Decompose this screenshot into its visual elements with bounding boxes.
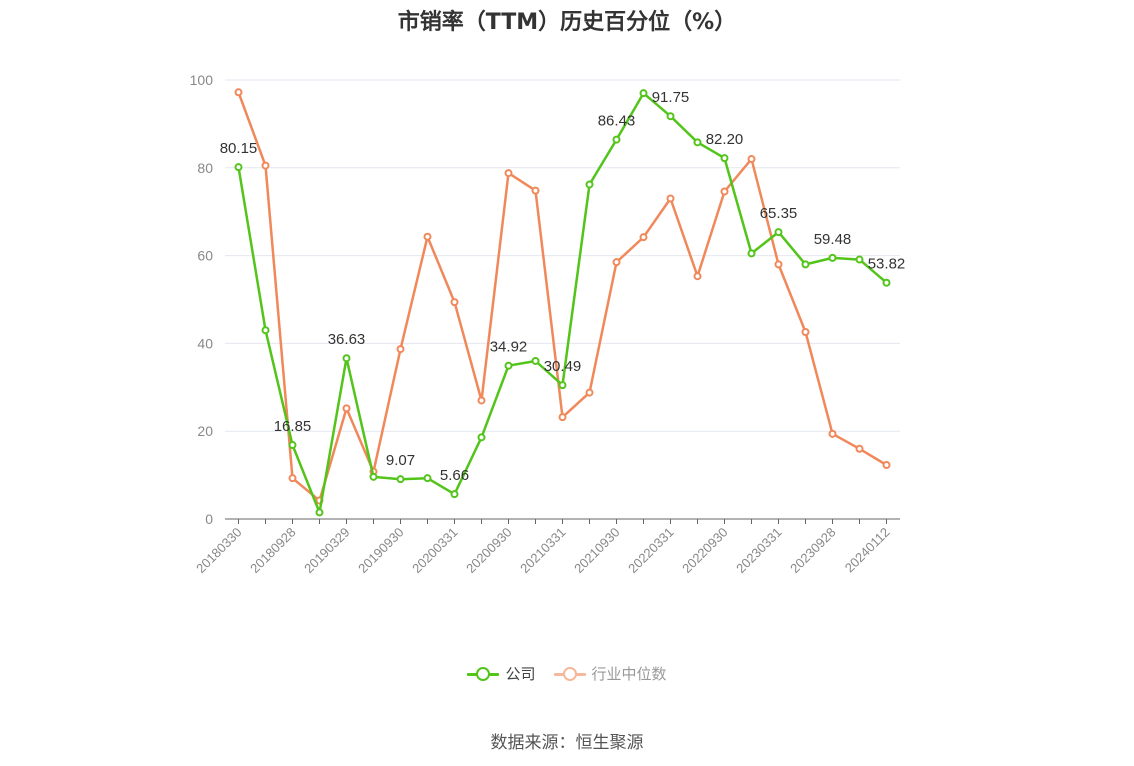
series-1-point-20211231 xyxy=(639,233,648,242)
series-1-point-20190930 xyxy=(396,345,405,354)
series-1-point-20190329 xyxy=(342,404,351,413)
data-label-20220930: 82.20 xyxy=(706,131,744,148)
series-0-point-20240112 xyxy=(882,278,891,287)
y-tick-label-20: 20 xyxy=(197,423,213,439)
data-label-20200930: 34.92 xyxy=(490,339,528,356)
series-1-point-20210930 xyxy=(612,258,621,267)
legend-company-label: 公司 xyxy=(505,665,536,683)
x-tick-label-20200930: 20200930 xyxy=(463,525,515,577)
data-label-20200331: 5.66 xyxy=(440,467,469,484)
y-tick-label-60: 60 xyxy=(197,248,213,264)
series-0-point-20210331 xyxy=(558,381,567,390)
x-tick-label-20230331: 20230331 xyxy=(733,525,785,577)
x-tick-label-20190930: 20190930 xyxy=(355,525,407,577)
data-label-20180330: 80.15 xyxy=(220,140,258,157)
x-tick-label-20180330: 20180330 xyxy=(193,525,245,577)
series-0-point-20211231 xyxy=(639,89,648,98)
series-0-point-20180630 xyxy=(261,326,270,335)
line-chart: 0 20 40 60 80 100 20180330 20180928 20190329 201… xyxy=(190,72,906,577)
y-tick-label-40: 40 xyxy=(197,335,213,351)
series-0-point-20230928 xyxy=(828,253,837,262)
x-axis: 20180330 20180928 20190329 20190930 20200331… xyxy=(193,518,900,577)
series-1-point-20210630 xyxy=(585,388,594,397)
series-1-point-20220630 xyxy=(693,272,702,281)
x-tick-label-20240112: 20240112 xyxy=(842,525,893,576)
series-0-point-20181231 xyxy=(315,508,324,517)
series-0-point-20210630 xyxy=(585,180,594,189)
legend-industry-swatch xyxy=(553,666,586,681)
series-1-point-20230331 xyxy=(774,260,783,269)
data-label-20210331: 30.49 xyxy=(544,358,582,375)
series-0-point-20191231 xyxy=(423,474,432,483)
series-0-point-20231229 xyxy=(855,255,864,264)
series-lines xyxy=(234,88,891,517)
series-1-point-20240112 xyxy=(882,461,891,470)
y-tick-label-0: 0 xyxy=(205,511,213,527)
series-0-point-20230331 xyxy=(774,228,783,237)
grid-lines xyxy=(225,79,900,432)
data-label-20180928: 16.85 xyxy=(274,418,312,435)
series-0-point-20210930 xyxy=(612,135,621,144)
series-1-point-20231229 xyxy=(855,444,864,453)
data-label-20230928: 59.48 xyxy=(814,231,852,248)
y-tick-label-80: 80 xyxy=(197,160,213,176)
series-1-point-20230630 xyxy=(801,327,810,336)
data-label-20220331: 91.75 xyxy=(652,89,690,106)
data-source: 数据来源：恒生聚源 xyxy=(490,733,644,753)
series-1-point-20200930 xyxy=(504,169,513,178)
series-0-point-20190329 xyxy=(342,354,351,363)
series-0-point-20230630 xyxy=(801,260,810,269)
chart-title: 市销率（TTM）历史百分位（%） xyxy=(397,10,737,35)
x-tick-label-20220930: 20220930 xyxy=(679,525,731,577)
series-1-point-20200630 xyxy=(477,396,486,405)
legend-item-industry-median[interactable]: 行业中位数 xyxy=(553,663,667,684)
x-tick-label-20210331: 20210331 xyxy=(517,525,569,577)
series-1-point-20220930 xyxy=(720,187,729,196)
series-0-point-20221230 xyxy=(747,249,756,258)
series-1-point-20180330 xyxy=(234,88,243,97)
series-1-point-20191231 xyxy=(423,232,432,241)
series-1-point-20180928 xyxy=(288,474,297,483)
series-1-point-20200331 xyxy=(450,298,459,307)
x-tick-label-20210930: 20210930 xyxy=(571,525,623,577)
x-tick-label-20180928: 20180928 xyxy=(247,525,299,577)
y-axis-ticks: 0 20 40 60 80 100 xyxy=(190,72,214,527)
series-1-point-20220331 xyxy=(666,194,675,203)
x-tick-label-20220331: 20220331 xyxy=(625,525,677,577)
x-tick-label-20200331: 20200331 xyxy=(409,525,461,577)
series-0-point-20180928 xyxy=(288,441,297,450)
series-1-point-20210331 xyxy=(558,413,567,422)
series-0-point-20180330 xyxy=(234,163,243,172)
legend: 公司 行业中位数 xyxy=(0,663,1134,684)
x-tick-label-20190329: 20190329 xyxy=(301,525,353,577)
data-label-20230331: 65.35 xyxy=(760,205,798,222)
series-0-point-20220630 xyxy=(693,138,702,147)
series-line-1 xyxy=(237,91,888,502)
legend-item-company[interactable]: 公司 xyxy=(467,663,536,684)
x-tick-label-20230928: 20230928 xyxy=(787,525,839,577)
series-0-point-20200930 xyxy=(504,361,513,370)
series-0-point-20220930 xyxy=(720,154,729,163)
legend-company-swatch xyxy=(467,666,500,681)
y-tick-label-100: 100 xyxy=(190,72,214,88)
series-0-point-20190930 xyxy=(396,475,405,484)
series-1-point-20230928 xyxy=(828,429,837,438)
series-0-point-20190628 xyxy=(369,472,378,481)
series-0-point-20200331 xyxy=(450,490,459,499)
data-label-20210930: 86.43 xyxy=(598,113,636,130)
series-1-point-20180630 xyxy=(261,161,270,170)
data-label-20240112: 53.82 xyxy=(868,256,906,273)
series-0-point-20220331 xyxy=(666,112,675,121)
series-1-point-20221230 xyxy=(747,155,756,164)
series-0-point-20201231 xyxy=(531,356,540,365)
data-labels: 80.15 16.85 36.63 9.07 5.66 34.92 30.49 86.43 91… xyxy=(220,89,906,484)
data-label-20190930: 9.07 xyxy=(386,452,415,469)
series-0-point-20200630 xyxy=(477,433,486,442)
data-label-20190329: 36.63 xyxy=(328,331,366,348)
legend-industry-label: 行业中位数 xyxy=(591,665,667,683)
series-1-point-20201231 xyxy=(531,186,540,195)
